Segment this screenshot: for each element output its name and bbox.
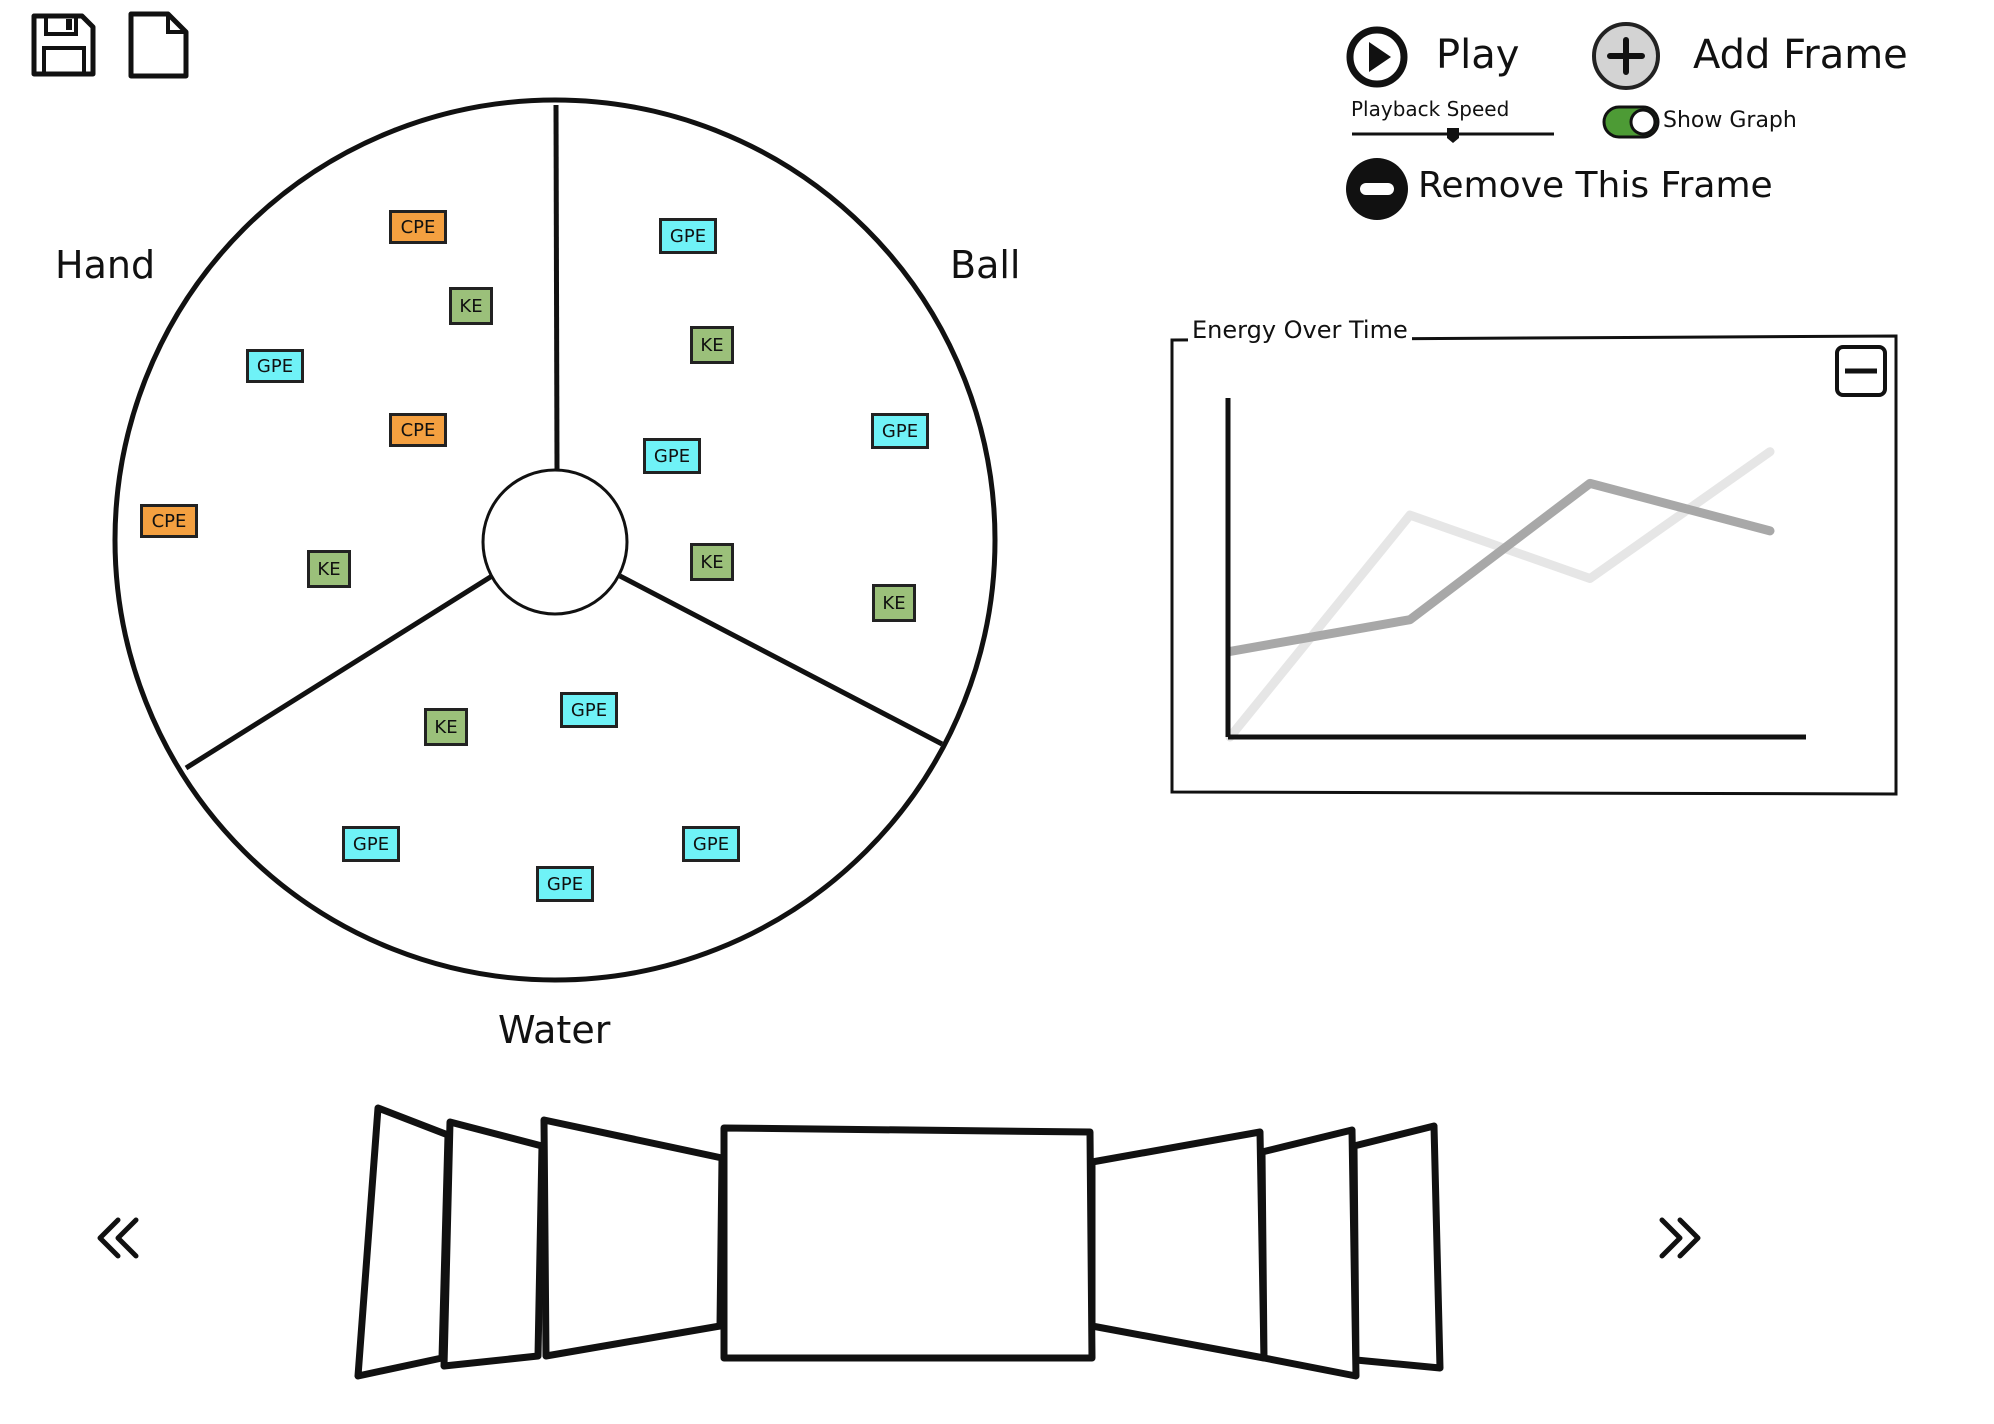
energy-graph-panel: Energy Over Time bbox=[1170, 316, 1898, 796]
energy-chip[interactable]: KE bbox=[424, 708, 468, 746]
add-icon bbox=[1592, 22, 1660, 90]
energy-line-chart bbox=[1225, 398, 1806, 742]
timeline-frame bbox=[1258, 1126, 1360, 1380]
region-label-hand: Hand bbox=[55, 243, 156, 287]
series-line bbox=[1225, 478, 1775, 656]
add-frame-button[interactable]: Add Frame bbox=[1590, 20, 1910, 92]
energy-chip[interactable]: KE bbox=[449, 287, 493, 325]
energy-chip[interactable]: KE bbox=[872, 584, 916, 622]
energy-chip[interactable]: GPE bbox=[682, 826, 740, 862]
timeline-frame bbox=[1350, 1122, 1444, 1372]
energy-chip[interactable]: GPE bbox=[560, 692, 618, 728]
timeline-frame bbox=[1088, 1128, 1268, 1362]
energy-chip[interactable]: GPE bbox=[536, 866, 594, 902]
remove-frame-button[interactable]: Remove This Frame bbox=[1344, 156, 1773, 222]
energy-chip[interactable]: KE bbox=[690, 543, 734, 581]
energy-chip[interactable]: GPE bbox=[643, 438, 701, 474]
energy-chip[interactable]: CPE bbox=[389, 210, 447, 244]
double-chevron-left-icon bbox=[97, 1217, 139, 1259]
series-line bbox=[1225, 447, 1775, 742]
minus-circle-icon bbox=[1346, 158, 1408, 220]
energy-chip[interactable]: CPE bbox=[389, 413, 447, 447]
toggle-switch-icon bbox=[1602, 105, 1660, 139]
region-label-ball: Ball bbox=[950, 243, 1021, 287]
previous-frames-button[interactable] bbox=[88, 1208, 148, 1268]
play-button[interactable]: Play bbox=[1344, 24, 1534, 90]
graph-title: Energy Over Time bbox=[1188, 316, 1412, 344]
divider-ball-water bbox=[618, 573, 944, 747]
divider-hand-ball bbox=[553, 104, 560, 471]
play-label: Play bbox=[1436, 32, 1520, 78]
wheel-center bbox=[481, 468, 629, 616]
wheel-outline bbox=[112, 97, 998, 983]
energy-wheel bbox=[0, 0, 1050, 1050]
timeline-frame bbox=[354, 1104, 452, 1380]
frame-timeline bbox=[340, 1090, 1470, 1390]
energy-chip[interactable]: GPE bbox=[871, 413, 929, 449]
timeline-frame bbox=[540, 1116, 726, 1360]
playback-speed-slider[interactable] bbox=[1350, 124, 1556, 144]
show-graph-toggle[interactable]: Show Graph bbox=[1602, 104, 1822, 140]
new-document-icon[interactable] bbox=[126, 10, 192, 80]
energy-chip[interactable]: GPE bbox=[246, 349, 304, 383]
save-icon[interactable] bbox=[30, 12, 98, 78]
add-frame-label: Add Frame bbox=[1693, 32, 1908, 78]
remove-frame-label: Remove This Frame bbox=[1418, 165, 1773, 206]
energy-chip[interactable]: CPE bbox=[140, 504, 198, 538]
timeline-frame bbox=[440, 1118, 546, 1370]
next-frames-button[interactable] bbox=[1650, 1208, 1710, 1268]
energy-chip[interactable]: GPE bbox=[659, 218, 717, 254]
minimize-icon[interactable] bbox=[1834, 344, 1888, 398]
timeline-frame-selected bbox=[720, 1124, 1096, 1362]
energy-chip[interactable]: GPE bbox=[342, 826, 400, 862]
region-label-water: Water bbox=[498, 1008, 611, 1052]
energy-chip[interactable]: KE bbox=[307, 550, 351, 588]
energy-chip[interactable]: KE bbox=[690, 326, 734, 364]
divider-water-hand bbox=[184, 573, 494, 771]
show-graph-label: Show Graph bbox=[1663, 108, 1797, 133]
double-chevron-right-icon bbox=[1659, 1217, 1701, 1259]
play-icon bbox=[1346, 26, 1408, 88]
playback-speed-label: Playback Speed bbox=[1351, 97, 1510, 121]
